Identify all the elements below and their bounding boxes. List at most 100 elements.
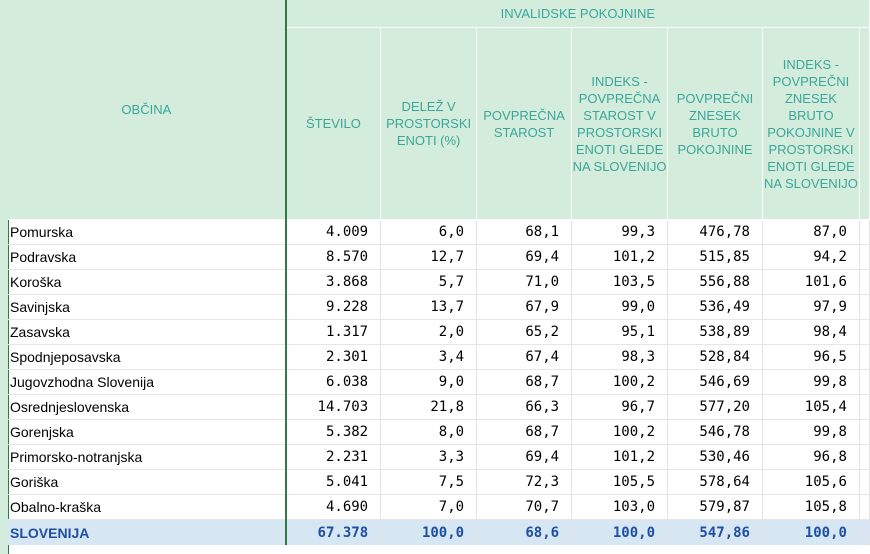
region-name-cell[interactable]: Zasavska xyxy=(8,319,287,345)
value-cell[interactable]: 528,84 xyxy=(667,344,763,370)
value-cell[interactable]: 100,0 xyxy=(762,519,860,545)
region-name-cell[interactable]: SLOVENIJA xyxy=(8,519,287,545)
value-cell[interactable]: 103,0 xyxy=(571,494,669,520)
value-cell[interactable]: 4.690 xyxy=(285,494,382,520)
value-cell[interactable]: 99,0 xyxy=(571,294,669,320)
header-indeks-starost[interactable]: INDEKS - POVPREČNA STAROST V PROSTORSKI … xyxy=(571,27,669,220)
value-cell[interactable]: 2.231 xyxy=(285,444,382,470)
region-name-cell[interactable]: Koroška xyxy=(8,269,287,295)
value-cell[interactable]: 536,49 xyxy=(667,294,763,320)
value-cell[interactable]: 12,7 xyxy=(380,244,478,270)
value-cell[interactable]: 103,5 xyxy=(571,269,669,295)
value-cell[interactable]: 100,0 xyxy=(380,519,478,545)
value-cell[interactable]: 546,69 xyxy=(667,369,763,395)
value-cell[interactable]: 97,9 xyxy=(762,294,860,320)
region-name-cell[interactable]: Spodnjeposavska xyxy=(8,344,287,370)
empty-cell[interactable] xyxy=(859,444,870,470)
value-cell[interactable]: 13,7 xyxy=(380,294,478,320)
empty-cell[interactable] xyxy=(859,344,870,370)
value-cell[interactable]: 21,8 xyxy=(380,394,478,420)
empty-cell[interactable] xyxy=(859,419,870,445)
value-cell[interactable]: 98,3 xyxy=(571,344,669,370)
value-cell[interactable]: 68,7 xyxy=(476,419,573,445)
value-cell[interactable]: 98,4 xyxy=(762,319,860,345)
empty-cell[interactable] xyxy=(859,244,870,270)
value-cell[interactable]: 3,3 xyxy=(380,444,478,470)
value-cell[interactable]: 9,0 xyxy=(380,369,478,395)
value-cell[interactable]: 530,46 xyxy=(667,444,763,470)
value-cell[interactable]: 105,5 xyxy=(571,469,669,495)
value-cell[interactable]: 7,5 xyxy=(380,469,478,495)
value-cell[interactable]: 70,7 xyxy=(476,494,573,520)
value-cell[interactable]: 5.041 xyxy=(285,469,382,495)
region-name-cell[interactable]: Savinjska xyxy=(8,294,287,320)
value-cell[interactable]: 6.038 xyxy=(285,369,382,395)
value-cell[interactable]: 68,7 xyxy=(476,369,573,395)
header-obcina[interactable]: OBČINA xyxy=(8,0,287,220)
header-group-invalidske[interactable]: INVALIDSKE POKOJNINE xyxy=(285,0,870,28)
value-cell[interactable]: 65,2 xyxy=(476,319,573,345)
value-cell[interactable]: 2.301 xyxy=(285,344,382,370)
value-cell[interactable]: 94,2 xyxy=(762,244,860,270)
value-cell[interactable]: 69,4 xyxy=(476,444,573,470)
value-cell[interactable]: 8.570 xyxy=(285,244,382,270)
region-name-cell[interactable]: Pomurska xyxy=(8,219,287,245)
value-cell[interactable]: 87,0 xyxy=(762,219,860,245)
value-cell[interactable]: 5.382 xyxy=(285,419,382,445)
value-cell[interactable]: 96,8 xyxy=(762,444,860,470)
header-povprecna-starost[interactable]: POVPREČNA STAROST xyxy=(476,27,573,220)
value-cell[interactable]: 105,6 xyxy=(762,469,860,495)
value-cell[interactable]: 72,3 xyxy=(476,469,573,495)
value-cell[interactable]: 68,6 xyxy=(476,519,573,545)
value-cell[interactable]: 101,2 xyxy=(571,444,669,470)
value-cell[interactable]: 7,0 xyxy=(380,494,478,520)
value-cell[interactable]: 100,2 xyxy=(571,369,669,395)
value-cell[interactable]: 67,4 xyxy=(476,344,573,370)
region-name-cell[interactable]: Podravska xyxy=(8,244,287,270)
empty-cell[interactable] xyxy=(859,494,870,520)
value-cell[interactable]: 100,0 xyxy=(571,519,669,545)
empty-cell[interactable] xyxy=(859,469,870,495)
value-cell[interactable]: 476,78 xyxy=(667,219,763,245)
value-cell[interactable]: 577,20 xyxy=(667,394,763,420)
empty-cell[interactable] xyxy=(859,269,870,295)
value-cell[interactable]: 67.378 xyxy=(285,519,382,545)
value-cell[interactable]: 546,78 xyxy=(667,419,763,445)
value-cell[interactable]: 579,87 xyxy=(667,494,763,520)
value-cell[interactable]: 3,4 xyxy=(380,344,478,370)
value-cell[interactable]: 67,9 xyxy=(476,294,573,320)
value-cell[interactable]: 538,89 xyxy=(667,319,763,345)
value-cell[interactable]: 99,8 xyxy=(762,419,860,445)
value-cell[interactable]: 556,88 xyxy=(667,269,763,295)
value-cell[interactable]: 8,0 xyxy=(380,419,478,445)
value-cell[interactable]: 515,85 xyxy=(667,244,763,270)
value-cell[interactable]: 4.009 xyxy=(285,219,382,245)
empty-cell[interactable] xyxy=(859,319,870,345)
value-cell[interactable]: 69,4 xyxy=(476,244,573,270)
region-name-cell[interactable]: Jugovzhodna Slovenija xyxy=(8,369,287,395)
empty-cell[interactable] xyxy=(859,219,870,245)
empty-cell[interactable] xyxy=(859,294,870,320)
header-indeks-znesek[interactable]: INDEKS - POVPREČNI ZNESEK BRUTO POKOJNIN… xyxy=(762,27,860,220)
value-cell[interactable]: 99,3 xyxy=(571,219,669,245)
value-cell[interactable]: 2,0 xyxy=(380,319,478,345)
empty-cell[interactable] xyxy=(859,369,870,395)
empty-cell[interactable] xyxy=(859,394,870,420)
value-cell[interactable]: 100,2 xyxy=(571,419,669,445)
empty-cell[interactable] xyxy=(859,519,870,545)
value-cell[interactable]: 105,8 xyxy=(762,494,860,520)
value-cell[interactable]: 14.703 xyxy=(285,394,382,420)
value-cell[interactable]: 9.228 xyxy=(285,294,382,320)
value-cell[interactable]: 1.317 xyxy=(285,319,382,345)
value-cell[interactable]: 578,64 xyxy=(667,469,763,495)
value-cell[interactable]: 96,5 xyxy=(762,344,860,370)
value-cell[interactable]: 99,8 xyxy=(762,369,860,395)
value-cell[interactable]: 3.868 xyxy=(285,269,382,295)
value-cell[interactable]: 6,0 xyxy=(380,219,478,245)
value-cell[interactable]: 71,0 xyxy=(476,269,573,295)
header-delez[interactable]: DELEŽ V PROSTORSKI ENOTI (%) xyxy=(380,27,478,220)
value-cell[interactable]: 101,2 xyxy=(571,244,669,270)
region-name-cell[interactable]: Obalno-kraška xyxy=(8,494,287,520)
value-cell[interactable]: 547,86 xyxy=(667,519,763,545)
value-cell[interactable]: 105,4 xyxy=(762,394,860,420)
